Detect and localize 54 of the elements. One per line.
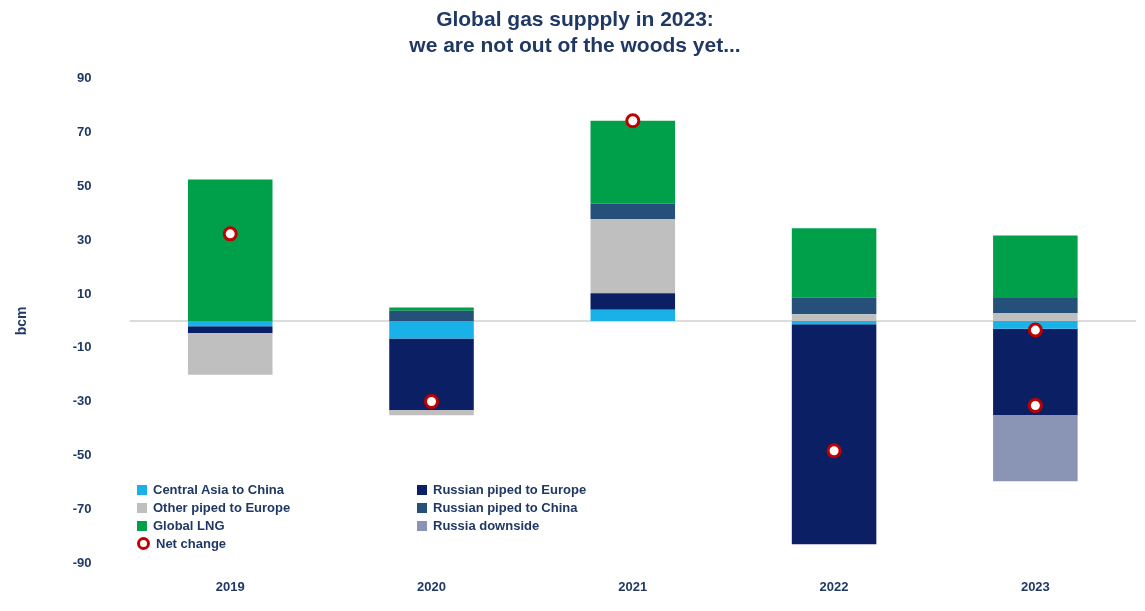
bar [791,314,877,321]
legend-label: Other piped to Europe [153,500,291,515]
x-tick-label: 2023 [1020,578,1050,594]
bar [187,179,273,321]
bar [389,338,474,411]
bar [590,219,676,294]
bar [993,414,1078,482]
legend-label: Russian piped to Europe [433,482,587,497]
bar [389,410,474,416]
bar [791,324,877,545]
bar [791,228,877,298]
y-tick-label: 90 [77,69,92,85]
x-tick-label: 2020 [417,578,446,594]
bar [791,320,877,325]
bar [993,328,1078,415]
y-tick-label: 50 [77,177,92,193]
bar [187,333,273,375]
point [222,226,238,242]
point [1027,322,1043,338]
y-tick-label: -50 [72,447,92,463]
x-tick-label: 2022 [819,578,849,594]
bar [590,120,676,204]
legend-label: Net change [156,536,227,551]
chart-title: Global gas suppply in 2023: we are not out of the woods yet... [408,7,741,56]
bar [389,310,474,321]
legend-label: Global LNG [153,518,225,533]
y-tick-label: -70 [72,501,92,517]
legend-label: Russian piped to China [433,500,578,515]
point [826,443,842,459]
point [625,113,641,129]
bar [993,235,1078,298]
point [1027,398,1043,414]
y-tick-label: -10 [72,339,92,355]
bar [187,326,273,334]
legend-label: Central Asia to China [153,482,284,497]
bar [590,293,676,310]
bar [389,307,474,311]
point [424,393,440,409]
y-axis-title: bcm [13,306,30,336]
bar [187,320,273,327]
x-tick-label: 2019 [215,578,245,594]
legend-label: Russia downside [433,518,540,533]
bar [590,309,676,321]
y-tick-label: 10 [77,285,92,301]
bar [791,297,877,315]
bar [993,298,1078,314]
bar [389,320,474,339]
y-tick-label: 70 [77,123,92,139]
y-tick-label: -30 [72,393,92,409]
bar [590,203,676,220]
y-tick-label: 30 [77,231,92,247]
bar [993,313,1078,321]
x-tick-label: 2021 [618,578,648,594]
y-tick-label: -90 [72,554,92,570]
